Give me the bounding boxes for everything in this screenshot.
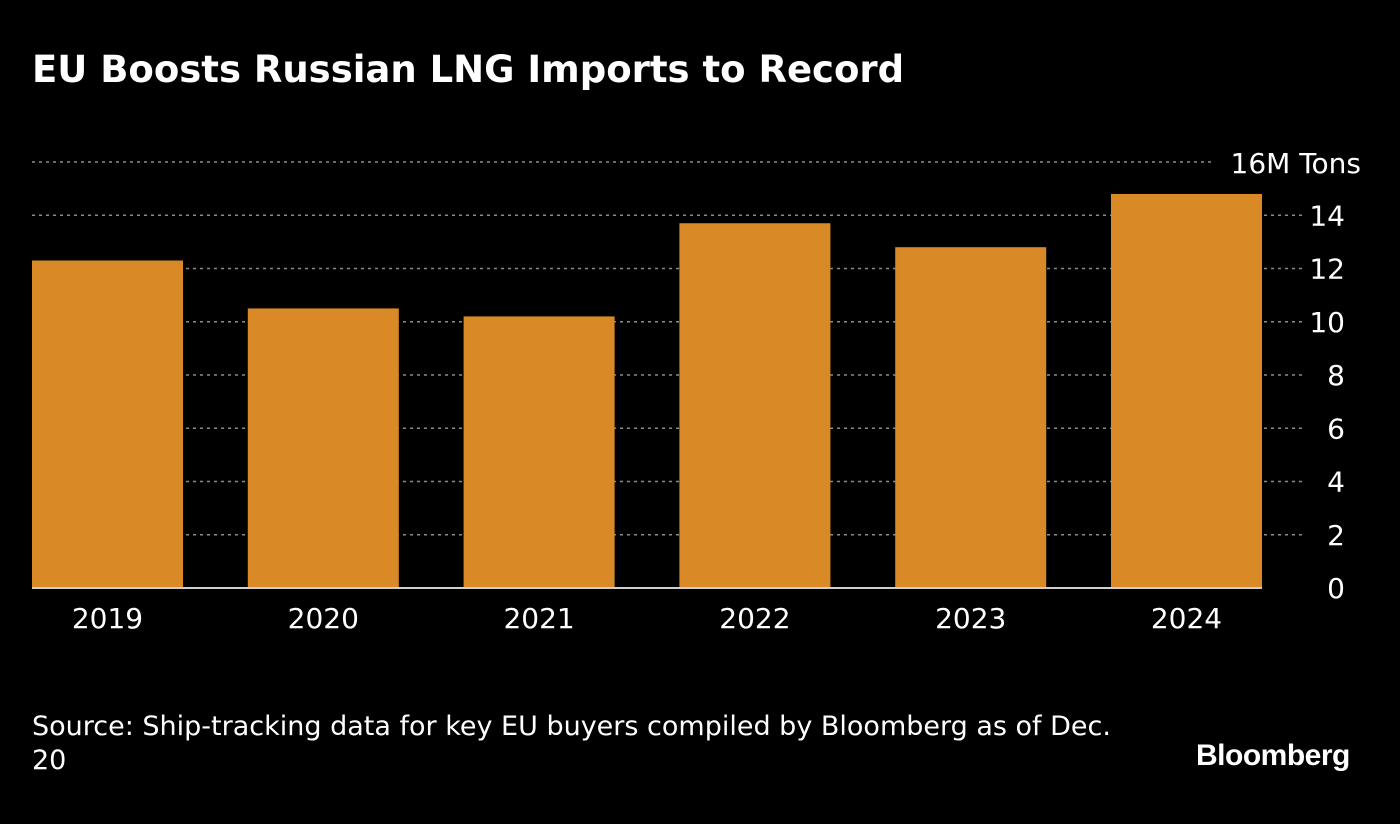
bar-2020 [247, 308, 399, 588]
bar-chart: 0 2 4 6 8 10 12 14 2019 2020 2021 2022 2023 2024 16M… [32, 147, 1362, 635]
x-tick-label: 2024 [1151, 602, 1222, 635]
bar-2023 [895, 247, 1047, 588]
bars [32, 193, 1262, 589]
chart-title: EU Boosts Russian LNG Imports to Record [32, 48, 905, 91]
x-axis-ticks: 2019 2020 2021 2022 2023 2024 [72, 602, 1222, 635]
x-tick-label: 2021 [503, 602, 574, 635]
y-tick-label: 8 [1327, 359, 1345, 392]
x-tick-label: 2022 [719, 602, 790, 635]
y-tick-label: 6 [1327, 412, 1345, 445]
bar-2024 [1111, 193, 1262, 588]
y-axis-unit-label: 16M Tons [1231, 147, 1362, 180]
y-tick-label: 4 [1327, 466, 1345, 499]
y-tick-label: 2 [1327, 519, 1345, 552]
y-tick-label: 10 [1309, 306, 1345, 339]
y-tick-label: 14 [1309, 199, 1345, 232]
gridlines [32, 161, 1306, 536]
y-axis-ticks: 0 2 4 6 8 10 12 14 [1309, 199, 1345, 605]
y-tick-label: 0 [1327, 572, 1345, 605]
bar-2021 [463, 316, 615, 588]
x-tick-label: 2019 [72, 602, 143, 635]
bar-2022 [679, 223, 831, 589]
x-tick-label: 2023 [935, 602, 1006, 635]
brand-logo: Bloomberg [1196, 739, 1350, 772]
source-note: Source: Ship-tracking data for key EU bu… [32, 711, 1111, 776]
y-tick-label: 12 [1309, 253, 1345, 286]
bar-2019 [32, 260, 183, 588]
x-tick-label: 2020 [288, 602, 359, 635]
